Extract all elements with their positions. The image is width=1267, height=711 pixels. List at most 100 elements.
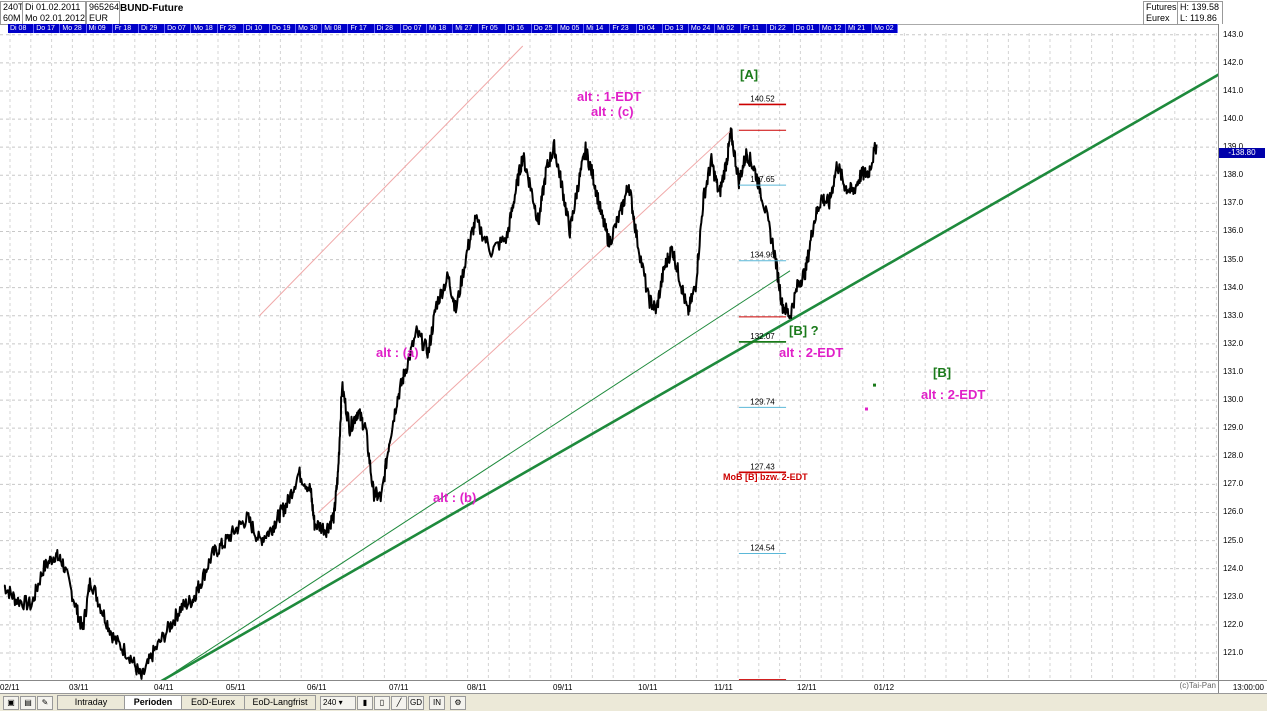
date-strip-item: Di 10	[244, 24, 270, 33]
period-value: 240	[323, 698, 337, 707]
save-icon[interactable]: ▣	[3, 696, 19, 710]
fib-level-label: 124.54	[750, 543, 775, 552]
axis-watermark: (c)Tai-Pan	[1179, 681, 1216, 690]
tab-perioden[interactable]: Perioden	[124, 695, 182, 710]
date-strip-item: Fr 11	[741, 24, 768, 33]
y-tick-label: 139.0	[1223, 142, 1244, 152]
date-strip-item: Di 04	[637, 24, 663, 33]
date-strip-item: Mo 30	[296, 24, 323, 33]
period-select[interactable]: 240 ▾	[320, 696, 356, 710]
channel-line	[318, 129, 732, 513]
price-axis: 121.0 122.0 123.0 124.0 125.0 126.0 127.0 128.0…	[1218, 24, 1267, 680]
timeframe-1: 240T	[3, 2, 24, 12]
date-strip-item: Mi 21	[846, 24, 873, 33]
date-strip-item: Mi 08	[322, 24, 349, 33]
date-range-box: Di 01.02.2011 Mo 02.01.2012	[22, 1, 86, 25]
high-low-box: H: 139.58 L: 119.86	[1177, 1, 1223, 25]
date-strip-item: Mi 27	[453, 24, 480, 33]
annotation-label: alt : 2-EDT	[921, 387, 985, 402]
x-tick-label: 12/11	[797, 683, 817, 692]
fib-level-label: 134.96	[750, 251, 775, 260]
date-strip-item: Fr 17	[348, 24, 375, 33]
y-tick-label: 143.0	[1223, 29, 1244, 39]
draw-icon[interactable]: ✎	[37, 696, 53, 710]
date-strip: Di 08 Do 17 Mo 28 Mi 09 Fr 18 Di 29 Do 07 Mo 18…	[8, 24, 898, 33]
date-strip-item: Di 22	[767, 24, 794, 33]
date-strip-item: Do 17	[34, 24, 61, 33]
y-tick-label: 132.0	[1223, 338, 1244, 348]
time-axis: (c)Tai-Pan 02/11 03/11 04/11 05/11 06/11 07/1…	[0, 680, 1218, 694]
y-tick-label: 133.0	[1223, 310, 1244, 320]
y-tick-label: 142.0	[1223, 57, 1244, 67]
annotation-label: alt : (b)	[433, 490, 476, 505]
y-tick-label: 122.0	[1223, 619, 1244, 629]
y-tick-label: 141.0	[1223, 85, 1244, 95]
x-tick-label: 08/11	[467, 683, 487, 692]
price-chart[interactable]: 140.52 137.65 134.96 132.07 129.74 127.43 124.…	[0, 33, 1218, 680]
annotation-label: alt : (a)	[376, 345, 419, 360]
date-strip-item: Fr 29	[218, 24, 244, 33]
y-tick-label: 129.0	[1223, 423, 1244, 433]
gd-button[interactable]: GD	[408, 696, 424, 710]
y-tick-label: 127.0	[1223, 479, 1244, 489]
date-strip-item: Di 08	[8, 24, 35, 33]
timeframe-2: 60M	[3, 13, 21, 23]
x-tick-label: 01/12	[874, 683, 895, 692]
annotation-label: alt : 1-EDT	[577, 89, 641, 104]
date-strip-item: Fr 05	[479, 24, 506, 33]
annotation-label: MoB [B] bzw. 2-EDT	[723, 472, 808, 482]
tab-eod-eurex[interactable]: EoD-Eurex	[181, 695, 245, 710]
high-value: H: 139.58	[1180, 2, 1220, 12]
y-tick-label: 130.0	[1223, 395, 1244, 405]
candles-icon[interactable]: ▯	[374, 696, 390, 710]
date-to: Mo 02.01.2012	[25, 13, 86, 23]
x-tick-label: 06/11	[307, 683, 327, 692]
line-icon[interactable]: ╱	[391, 696, 407, 710]
date-strip-item: Mi 02	[715, 24, 742, 33]
bars-icon[interactable]: ▮	[357, 696, 373, 710]
tools-icon[interactable]: ⚙	[450, 696, 466, 710]
y-tick-label: 123.0	[1223, 591, 1244, 601]
x-tick-label: 04/11	[154, 683, 174, 692]
date-strip-item: Mo 12	[820, 24, 846, 33]
date-strip-item: Mi 18	[427, 24, 454, 33]
annotation-label: [B]	[933, 365, 951, 380]
trend-line	[161, 270, 791, 680]
date-strip-item: Mi 14	[584, 24, 611, 33]
y-tick-label: 124.0	[1223, 563, 1244, 573]
date-strip-item: Do 19	[270, 24, 297, 33]
date-strip-item: Mi 09	[87, 24, 113, 33]
y-tick-label: 128.0	[1223, 451, 1244, 461]
fib-level-label: 140.52	[750, 94, 775, 103]
date-strip-item: Di 29	[139, 24, 166, 33]
instrument-title: BUND-Future	[120, 3, 184, 14]
exchange-box: Futures Eurex	[1143, 1, 1179, 25]
tab-intraday[interactable]: Intraday	[57, 695, 125, 710]
date-strip-item: Mo 28	[60, 24, 87, 33]
timeframe-box: 240T 60M	[0, 1, 24, 25]
fib-level-label: 127.43	[750, 462, 775, 471]
tab-eod-langfrist[interactable]: EoD-Langfrist	[244, 695, 316, 710]
date-strip-item: Mo 24	[689, 24, 716, 33]
target-marker-magenta	[865, 407, 868, 411]
date-strip-item: Fr 18	[113, 24, 139, 33]
in-button[interactable]: IN	[429, 696, 445, 710]
y-tick-label: 138.0	[1223, 170, 1244, 180]
exchange-name: Eurex	[1146, 13, 1170, 23]
date-strip-item: Di 16	[506, 24, 532, 33]
x-tick-label: 10/11	[638, 683, 658, 692]
annotation-label: alt : 2-EDT	[779, 345, 843, 360]
date-strip-item: Fr 23	[610, 24, 637, 33]
print-icon[interactable]: ▤	[20, 696, 36, 710]
exchange-type: Futures	[1146, 2, 1177, 12]
date-strip-item: Mo 05	[558, 24, 585, 33]
date-strip-item: Do 01	[794, 24, 820, 33]
x-tick-label: 05/11	[226, 683, 246, 692]
date-strip-item: Do 13	[663, 24, 689, 33]
fib-level-label: 137.65	[750, 175, 775, 184]
y-tick-label: 135.0	[1223, 254, 1244, 264]
bottom-toolbar: ▣ ▤ ✎ Intraday Perioden EoD-Eurex EoD-La…	[0, 693, 1267, 711]
x-tick-label: 11/11	[714, 683, 733, 692]
date-strip-item: Di 28	[375, 24, 401, 33]
fib-level-label: 129.74	[750, 397, 775, 406]
